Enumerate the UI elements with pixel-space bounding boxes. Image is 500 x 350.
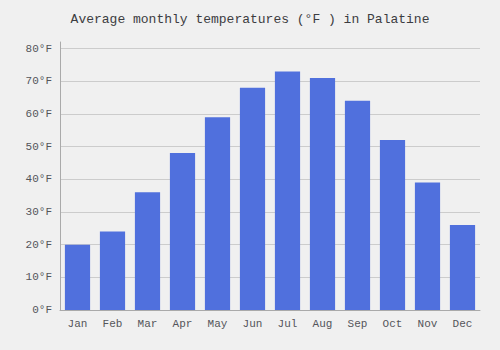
svg-text:Mar: Mar xyxy=(138,318,158,330)
svg-text:Jan: Jan xyxy=(68,318,88,330)
svg-text:Nov: Nov xyxy=(418,318,438,330)
svg-text:70°F: 70°F xyxy=(26,75,52,87)
svg-text:40°F: 40°F xyxy=(26,173,52,185)
svg-text:Feb: Feb xyxy=(103,318,123,330)
svg-text:Dec: Dec xyxy=(453,318,473,330)
svg-text:Jun: Jun xyxy=(243,318,263,330)
svg-text:60°F: 60°F xyxy=(26,108,52,120)
svg-text:Oct: Oct xyxy=(383,318,403,330)
svg-text:Apr: Apr xyxy=(173,318,193,330)
svg-text:20°F: 20°F xyxy=(26,239,52,251)
svg-text:80°F: 80°F xyxy=(26,43,52,55)
svg-text:Sep: Sep xyxy=(348,318,368,330)
svg-text:Aug: Aug xyxy=(313,318,333,330)
svg-text:Average monthly temperatures (: Average monthly temperatures (°F ) in Pa… xyxy=(71,12,430,27)
svg-text:May: May xyxy=(208,318,228,330)
svg-text:10°F: 10°F xyxy=(26,271,52,283)
svg-text:50°F: 50°F xyxy=(26,141,52,153)
svg-text:30°F: 30°F xyxy=(26,206,52,218)
svg-text:0°F: 0°F xyxy=(32,304,52,316)
svg-text:Jul: Jul xyxy=(278,318,298,330)
